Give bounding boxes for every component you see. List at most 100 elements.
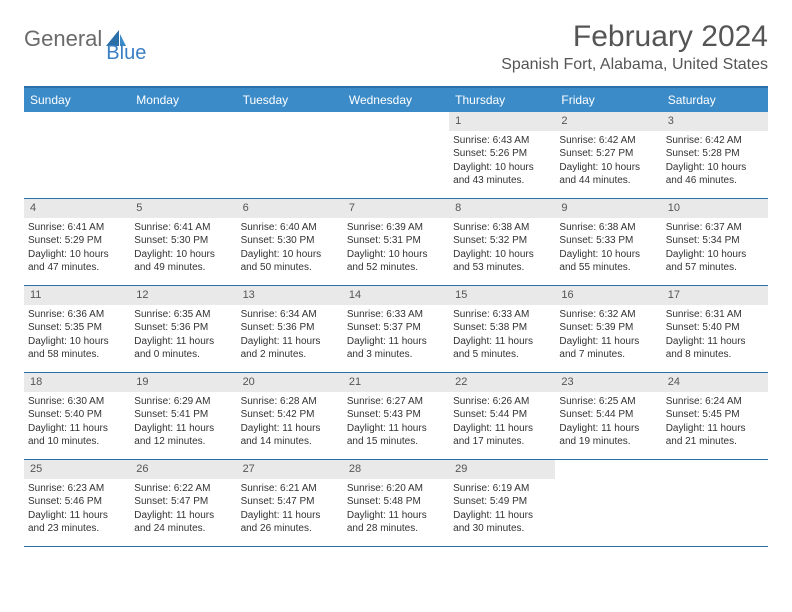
day-cell: 13Sunrise: 6:34 AMSunset: 5:36 PMDayligh… [237,286,343,372]
day-cell: 26Sunrise: 6:22 AMSunset: 5:47 PMDayligh… [130,460,236,546]
day-number: 13 [237,286,343,305]
day-detail: and 10 minutes. [28,435,126,449]
day-cell: 21Sunrise: 6:27 AMSunset: 5:43 PMDayligh… [343,373,449,459]
day-detail: Sunset: 5:44 PM [453,408,551,422]
day-cell: 19Sunrise: 6:29 AMSunset: 5:41 PMDayligh… [130,373,236,459]
day-detail: Daylight: 11 hours [666,335,764,349]
day-number: 25 [24,460,130,479]
day-detail: Daylight: 11 hours [666,422,764,436]
day-detail: Sunrise: 6:20 AM [347,482,445,496]
day-detail: Sunrise: 6:40 AM [241,221,339,235]
day-cell [662,460,768,546]
day-number: 14 [343,286,449,305]
day-detail: Sunrise: 6:41 AM [28,221,126,235]
day-detail: Sunrise: 6:25 AM [559,395,657,409]
day-number: 9 [555,199,661,218]
day-cell: 16Sunrise: 6:32 AMSunset: 5:39 PMDayligh… [555,286,661,372]
day-detail: Daylight: 10 hours [241,248,339,262]
day-detail: Sunrise: 6:42 AM [666,134,764,148]
day-detail: Sunrise: 6:37 AM [666,221,764,235]
day-detail: Sunset: 5:40 PM [28,408,126,422]
day-detail: and 15 minutes. [347,435,445,449]
day-detail: Sunrise: 6:42 AM [559,134,657,148]
day-detail: Sunrise: 6:34 AM [241,308,339,322]
day-detail: Sunset: 5:47 PM [241,495,339,509]
day-cell: 12Sunrise: 6:35 AMSunset: 5:36 PMDayligh… [130,286,236,372]
day-detail: Sunset: 5:38 PM [453,321,551,335]
day-number: 24 [662,373,768,392]
day-detail: Sunset: 5:28 PM [666,147,764,161]
day-number: 15 [449,286,555,305]
day-detail: Sunset: 5:32 PM [453,234,551,248]
week-row: 11Sunrise: 6:36 AMSunset: 5:35 PMDayligh… [24,286,768,373]
day-number: 2 [555,112,661,131]
day-number: 18 [24,373,130,392]
day-cell [130,112,236,198]
day-of-week-cell: Wednesday [343,88,449,112]
day-detail: Daylight: 11 hours [134,509,232,523]
day-detail: Sunrise: 6:41 AM [134,221,232,235]
day-detail: Daylight: 10 hours [559,161,657,175]
day-number: 17 [662,286,768,305]
day-cell: 1Sunrise: 6:43 AMSunset: 5:26 PMDaylight… [449,112,555,198]
week-row: 25Sunrise: 6:23 AMSunset: 5:46 PMDayligh… [24,460,768,547]
day-cell: 11Sunrise: 6:36 AMSunset: 5:35 PMDayligh… [24,286,130,372]
day-detail: Daylight: 10 hours [453,248,551,262]
day-detail: Daylight: 11 hours [241,509,339,523]
day-number: 26 [130,460,236,479]
day-detail: Sunset: 5:31 PM [347,234,445,248]
day-cell [343,112,449,198]
day-of-week-cell: Friday [555,88,661,112]
day-detail: Sunrise: 6:27 AM [347,395,445,409]
day-number: 10 [662,199,768,218]
day-detail: Sunset: 5:29 PM [28,234,126,248]
day-detail: Daylight: 11 hours [559,422,657,436]
day-detail: Daylight: 11 hours [241,422,339,436]
day-detail: and 21 minutes. [666,435,764,449]
day-detail: Sunset: 5:42 PM [241,408,339,422]
day-number: 5 [130,199,236,218]
day-of-week-row: SundayMondayTuesdayWednesdayThursdayFrid… [24,88,768,112]
day-detail: Sunrise: 6:24 AM [666,395,764,409]
day-cell: 5Sunrise: 6:41 AMSunset: 5:30 PMDaylight… [130,199,236,285]
day-detail: and 55 minutes. [559,261,657,275]
day-detail: Sunrise: 6:29 AM [134,395,232,409]
title-block: February 2024 Spanish Fort, Alabama, Uni… [501,20,768,82]
day-detail: and 14 minutes. [241,435,339,449]
day-detail: Sunrise: 6:30 AM [28,395,126,409]
day-detail: Sunrise: 6:43 AM [453,134,551,148]
day-detail: Sunset: 5:41 PM [134,408,232,422]
day-detail: and 17 minutes. [453,435,551,449]
day-detail: Sunrise: 6:26 AM [453,395,551,409]
day-number: 27 [237,460,343,479]
day-detail: and 0 minutes. [134,348,232,362]
day-detail: Sunset: 5:37 PM [347,321,445,335]
logo-text-general: General [24,26,102,52]
day-cell [24,112,130,198]
day-number: 23 [555,373,661,392]
day-number: 11 [24,286,130,305]
day-cell: 25Sunrise: 6:23 AMSunset: 5:46 PMDayligh… [24,460,130,546]
day-detail: Daylight: 10 hours [666,248,764,262]
day-detail: and 50 minutes. [241,261,339,275]
day-cell: 10Sunrise: 6:37 AMSunset: 5:34 PMDayligh… [662,199,768,285]
day-detail: Sunrise: 6:21 AM [241,482,339,496]
day-of-week-cell: Tuesday [237,88,343,112]
day-number: 6 [237,199,343,218]
header: General Blue February 2024 Spanish Fort,… [24,20,768,82]
day-detail: Sunset: 5:27 PM [559,147,657,161]
day-detail: Sunset: 5:49 PM [453,495,551,509]
day-detail: Sunset: 5:43 PM [347,408,445,422]
day-detail: Daylight: 10 hours [559,248,657,262]
day-of-week-cell: Sunday [24,88,130,112]
day-detail: Daylight: 10 hours [28,248,126,262]
day-number: 20 [237,373,343,392]
day-detail: Sunset: 5:44 PM [559,408,657,422]
day-detail: and 53 minutes. [453,261,551,275]
day-detail: and 43 minutes. [453,174,551,188]
day-detail: Daylight: 11 hours [347,509,445,523]
day-detail: Daylight: 11 hours [347,422,445,436]
day-detail: Sunrise: 6:28 AM [241,395,339,409]
day-detail: Sunrise: 6:33 AM [347,308,445,322]
day-number: 1 [449,112,555,131]
